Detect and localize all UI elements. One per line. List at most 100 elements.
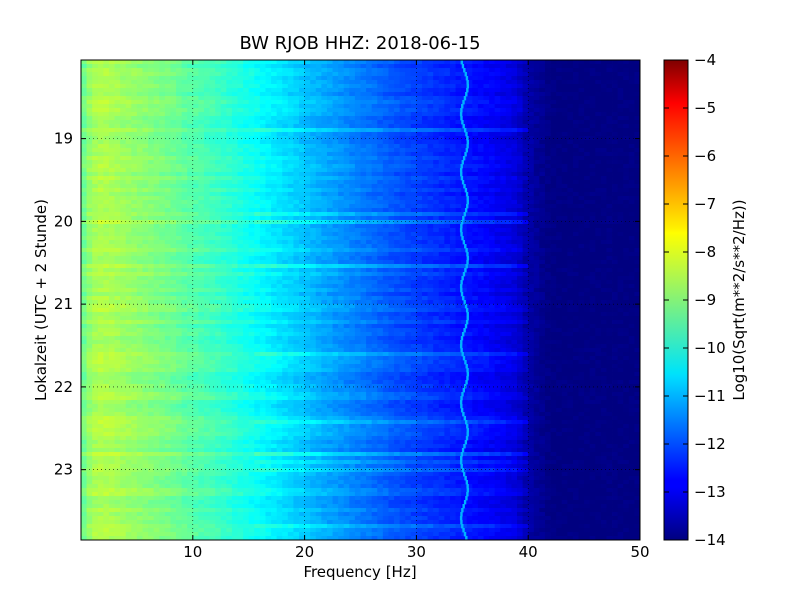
heat-cell: [193, 220, 199, 224]
heat-cell: [584, 104, 590, 108]
heat-cell: [629, 180, 635, 184]
heat-cell: [573, 204, 579, 208]
heat-cell: [472, 180, 478, 184]
heat-cell: [226, 224, 232, 228]
heat-cell: [182, 60, 188, 64]
heat-cell: [165, 124, 171, 128]
heat-cell: [405, 188, 411, 192]
heat-cell: [344, 144, 350, 148]
heat-cell: [467, 228, 473, 232]
heat-cell: [215, 232, 221, 236]
heat-cell: [567, 180, 573, 184]
heat-cell: [299, 104, 305, 108]
heat-cell: [612, 228, 618, 232]
heat-cell: [450, 244, 456, 248]
heat-cell: [428, 112, 434, 116]
heat-cell: [109, 176, 115, 180]
heat-cell: [282, 128, 288, 132]
heat-cell: [98, 172, 104, 176]
heat-cell: [260, 184, 266, 188]
heat-cell: [411, 184, 417, 188]
heat-cell: [472, 160, 478, 164]
heat-cell: [349, 68, 355, 72]
heat-cell: [254, 208, 260, 212]
heat-cell: [545, 120, 551, 124]
heat-cell: [606, 228, 612, 232]
heat-cell: [126, 164, 132, 168]
heat-cell: [511, 200, 517, 204]
heat-cell: [204, 132, 210, 136]
heat-cell: [87, 156, 93, 160]
heat-cell: [98, 228, 104, 232]
heat-cell: [456, 200, 462, 204]
heat-cell: [489, 140, 495, 144]
heat-cell: [439, 176, 445, 180]
heat-cell: [618, 212, 624, 216]
heat-cell: [159, 164, 165, 168]
heat-cell: [528, 240, 534, 244]
heat-cell: [249, 84, 255, 88]
heat-cell: [221, 140, 227, 144]
heat-cell: [277, 104, 283, 108]
heat-cell: [310, 116, 316, 120]
heat-cell: [103, 168, 109, 172]
heat-cell: [573, 112, 579, 116]
heat-cell: [422, 180, 428, 184]
heat-cell: [444, 100, 450, 104]
heat-cell: [92, 232, 98, 236]
heat-cell: [590, 136, 596, 140]
heat-cell: [215, 136, 221, 140]
heat-cell: [98, 256, 104, 260]
heat-cell: [528, 168, 534, 172]
heat-cell: [137, 196, 143, 200]
heat-cell: [366, 172, 372, 176]
heat-cell: [433, 148, 439, 152]
heat-cell: [165, 144, 171, 148]
heat-cell: [478, 88, 484, 92]
heat-cell: [590, 180, 596, 184]
heat-cell: [483, 196, 489, 200]
heat-cell: [551, 216, 557, 220]
heat-cell: [338, 244, 344, 248]
heat-cell: [271, 236, 277, 240]
heat-cell: [92, 120, 98, 124]
heat-cell: [439, 216, 445, 220]
heat-cell: [629, 248, 635, 252]
heat-cell: [98, 216, 104, 220]
heat-cell: [243, 80, 249, 84]
heat-cell: [629, 228, 635, 232]
heat-cell: [411, 196, 417, 200]
heat-cell: [517, 60, 523, 64]
heat-cell: [282, 108, 288, 112]
heat-cell: [265, 164, 271, 168]
heat-cell: [444, 204, 450, 208]
heat-cell: [103, 140, 109, 144]
heat-cell: [333, 176, 339, 180]
heat-cell: [478, 188, 484, 192]
heat-cell: [428, 220, 434, 224]
heat-cell: [238, 76, 244, 80]
heat-cell: [81, 76, 87, 80]
heat-cell: [495, 256, 501, 260]
heat-cell: [495, 80, 501, 84]
heat-cell: [422, 212, 428, 216]
heat-cell: [416, 144, 422, 148]
heat-cell: [198, 172, 204, 176]
heat-cell: [310, 236, 316, 240]
heat-cell: [221, 116, 227, 120]
heat-cell: [187, 184, 193, 188]
heat-cell: [400, 128, 406, 132]
heat-cell: [612, 220, 618, 224]
heat-cell: [87, 100, 93, 104]
heat-cell: [271, 176, 277, 180]
heat-cell: [528, 180, 534, 184]
heat-cell: [444, 92, 450, 96]
heat-cell: [142, 244, 148, 248]
heat-cell: [467, 164, 473, 168]
heat-cell: [444, 120, 450, 124]
heat-cell: [221, 120, 227, 124]
heat-cell: [478, 256, 484, 260]
heat-cell: [388, 212, 394, 216]
heat-cell: [221, 204, 227, 208]
heat-cell: [495, 72, 501, 76]
